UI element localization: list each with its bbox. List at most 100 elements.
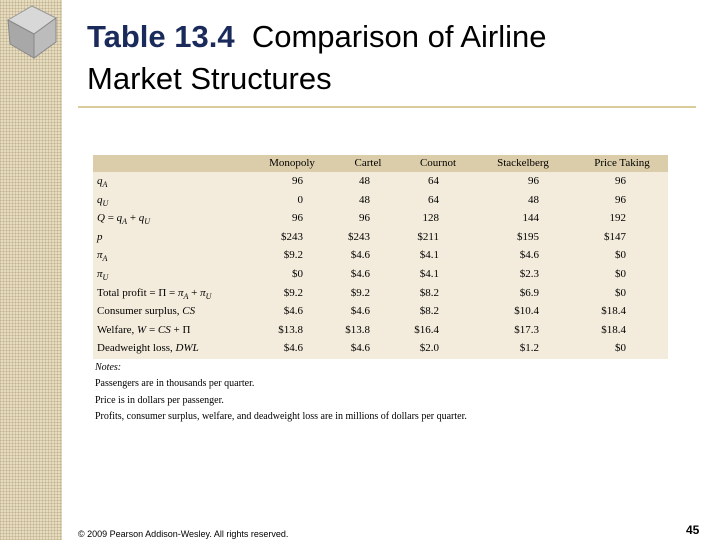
cell-value: 0: [297, 193, 304, 206]
cell-value: $2.0: [419, 342, 439, 355]
cell-value: 96: [615, 193, 626, 206]
label-subscript: U: [102, 198, 109, 208]
cell-value: $9.2: [350, 286, 370, 299]
label-subscript: A: [122, 217, 128, 227]
cell-value: $6.9: [519, 286, 539, 299]
cell-value: 192: [609, 212, 627, 225]
cell-value: $18.4: [601, 323, 626, 336]
label-italic: π: [97, 268, 103, 280]
cell-value: $4.6: [350, 268, 370, 280]
cell-value: 96: [615, 175, 626, 187]
label-italic: π: [178, 286, 184, 299]
label-italic: CS: [157, 323, 171, 336]
cell-value: 48: [528, 193, 539, 206]
cell-value: $0: [615, 268, 626, 280]
label-text: +: [188, 286, 201, 299]
cell-value: 96: [528, 175, 539, 187]
row-label: p: [97, 231, 103, 243]
label-italic: W: [137, 323, 147, 336]
label-subscript: U: [102, 273, 109, 283]
cell-value: $147: [604, 230, 626, 243]
label-text: =: [146, 323, 158, 336]
row-label: Q = qA + qU: [97, 212, 150, 226]
table: Monopoly Cartel Cournot Stackelberg Price Ta…: [93, 155, 668, 359]
cell-value: $13.8: [345, 323, 370, 336]
cell-value: $9.2: [283, 249, 303, 262]
label-text: =: [104, 212, 117, 225]
title-text: Comparison of Airline Market Structures: [87, 19, 547, 96]
cell-value: $0: [292, 268, 303, 280]
label-text: + Π: [170, 323, 191, 336]
title-bold: Table 13.4: [87, 19, 235, 54]
cell-value: 64: [428, 175, 439, 187]
column-header: Cournot: [419, 157, 457, 169]
table-header-bg: [93, 155, 668, 172]
label-italic: π: [200, 286, 206, 299]
label-text: +: [127, 212, 139, 225]
label-subscript: A: [102, 254, 108, 264]
column-header: Monopoly: [269, 157, 315, 169]
cell-value: $2.3: [519, 268, 539, 280]
cell-value: $4.6: [350, 342, 370, 355]
cell-value: $0: [615, 342, 626, 355]
cell-value: $0: [615, 286, 626, 299]
cube-icon: [6, 5, 57, 59]
notes-heading: Notes:: [95, 362, 122, 373]
cell-value: $4.6: [283, 342, 303, 355]
cell-value: 64: [428, 193, 439, 206]
label-italic: CS: [182, 305, 196, 318]
label-subscript: U: [144, 217, 151, 227]
column-header: Price Taking: [594, 157, 650, 169]
label-subscript: A: [183, 291, 189, 301]
column-header: Stackelberg: [497, 157, 549, 169]
slide-title: Table 13.4 Comparison of Airline Market …: [87, 16, 635, 100]
cell-value: 48: [359, 193, 370, 206]
cell-value: $17.3: [514, 323, 539, 336]
row-label: qA: [97, 175, 107, 189]
note-line: Price is in dollars per passenger.: [95, 394, 224, 406]
cell-value: $8.2: [419, 305, 439, 318]
cell-value: $0: [615, 249, 626, 262]
label-text: Consumer surplus,: [97, 305, 183, 318]
note-line: Passengers are in thousands per quarter.: [95, 378, 255, 389]
title-rule: [78, 106, 696, 108]
row-label: Deadweight loss, DWL: [97, 342, 199, 354]
label-italic: q: [116, 212, 123, 225]
row-label: πA: [97, 249, 107, 263]
cell-value: $1.2: [519, 342, 539, 355]
row-label: qU: [97, 194, 108, 208]
cell-value: $4.1: [419, 249, 439, 262]
cell-value: $18.4: [601, 305, 626, 318]
page-number: 45: [686, 523, 700, 537]
cell-value: $4.6: [519, 249, 539, 262]
cell-value: $4.6: [350, 305, 370, 318]
cell-value: 96: [292, 212, 303, 225]
cell-value: $4.6: [283, 305, 303, 318]
row-label: πU: [97, 268, 108, 282]
cell-value: $195: [517, 230, 539, 243]
cell-value: $211: [417, 230, 439, 243]
row-label: Total profit = Π = πA + πU: [97, 287, 211, 301]
label-italic: π: [97, 249, 103, 262]
column-header: Cartel: [354, 157, 382, 169]
label-italic: q: [97, 193, 103, 206]
label-italic: q: [97, 175, 103, 187]
label-italic: Q: [97, 212, 105, 225]
cell-value: 48: [359, 175, 370, 187]
cell-value: $9.2: [283, 286, 303, 299]
cell-value: $4.1: [419, 268, 439, 280]
cell-value: $243: [281, 230, 303, 243]
cell-value: 96: [359, 212, 370, 225]
copyright: © 2009 Pearson Addison-Wesley. All right…: [78, 529, 289, 539]
label-text: Welfare,: [97, 323, 138, 336]
row-label: Welfare, W = CS + Π: [97, 324, 190, 336]
decor-strip: [0, 0, 62, 540]
label-italic: DWL: [175, 342, 199, 355]
label-text: Deadweight loss,: [97, 342, 176, 355]
cell-value: $16.4: [414, 323, 439, 336]
label-subscript: U: [205, 291, 212, 301]
label-italic: q: [138, 212, 145, 225]
cell-value: $4.6: [350, 249, 370, 262]
cell-value: $13.8: [278, 323, 303, 336]
